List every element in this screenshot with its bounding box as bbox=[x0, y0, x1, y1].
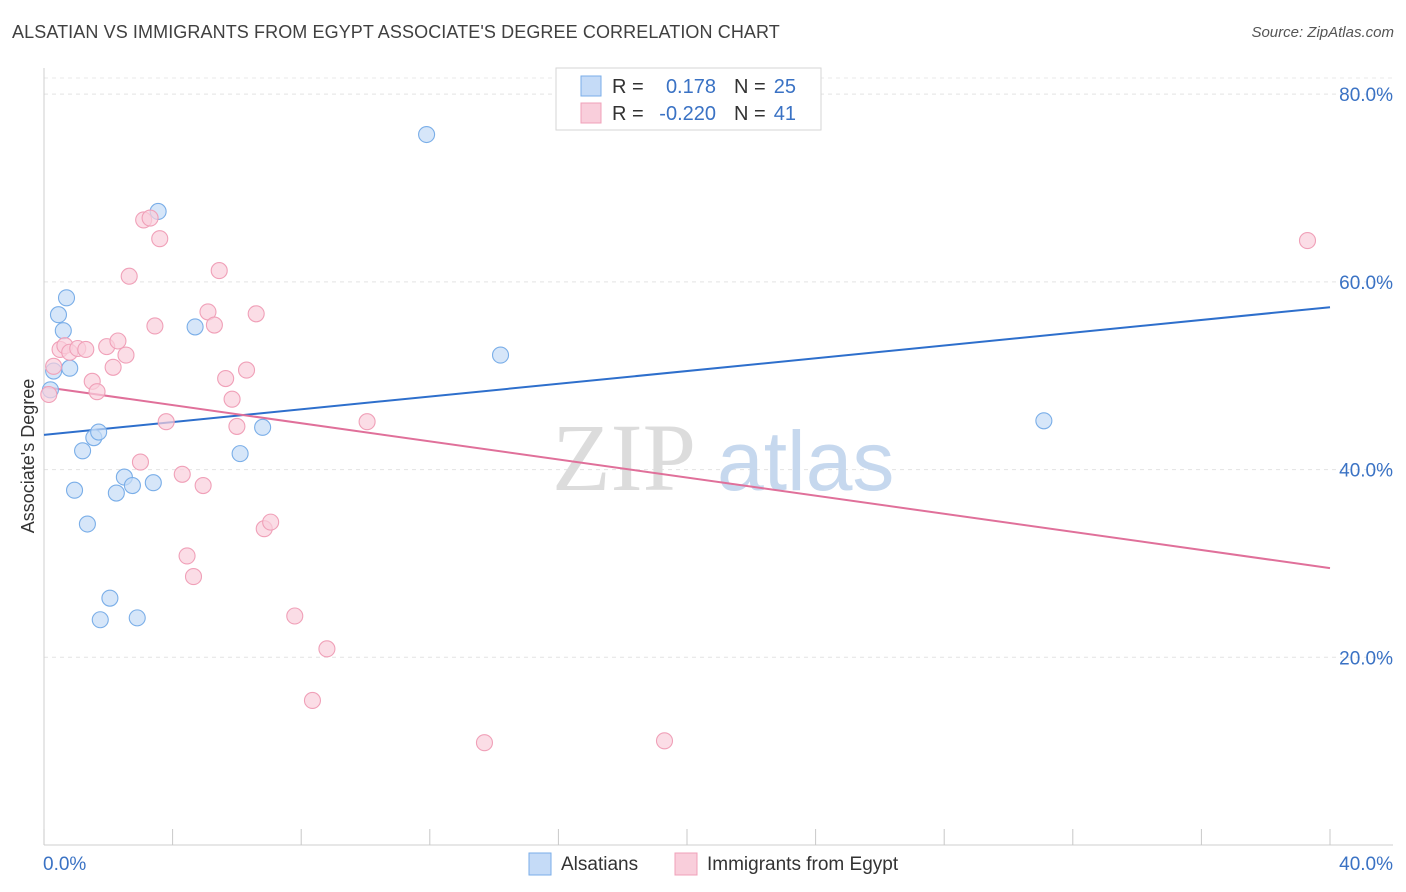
chart-title: ALSATIAN VS IMMIGRANTS FROM EGYPT ASSOCI… bbox=[12, 22, 780, 42]
point-alsatians-11 bbox=[91, 611, 109, 629]
point-egypt-28 bbox=[223, 390, 241, 408]
point-alsatians-19 bbox=[186, 318, 204, 336]
y-axis-tick-labels: 20.0% 40.0% 60.0% 80.0% bbox=[1339, 85, 1393, 669]
bottom-legend-label-alsatians: Alsatians bbox=[561, 854, 638, 875]
point-egypt-12 bbox=[117, 346, 135, 364]
point-egypt-31 bbox=[247, 305, 265, 323]
point-egypt-18 bbox=[151, 230, 169, 248]
legend-n-label-1: N = bbox=[734, 76, 766, 98]
bottom-legend: Alsatians Immigrants from Egypt bbox=[528, 852, 899, 876]
point-egypt-16 bbox=[141, 209, 159, 227]
data-points bbox=[40, 125, 1317, 752]
point-egypt-27 bbox=[217, 369, 235, 388]
point-alsatians-2 bbox=[49, 306, 68, 324]
point-egypt-20 bbox=[173, 465, 191, 483]
point-egypt-17 bbox=[146, 317, 164, 335]
point-egypt-30 bbox=[237, 361, 256, 379]
legend-n-value-2: 41 bbox=[774, 103, 796, 125]
point-egypt-36 bbox=[303, 691, 322, 710]
y-axis-label: Associate's Degree bbox=[18, 379, 38, 534]
legend-r-value-1: 0.178 bbox=[666, 76, 716, 98]
point-egypt-8 bbox=[88, 383, 106, 401]
point-egypt-21 bbox=[178, 547, 196, 565]
point-alsatians-24 bbox=[1035, 412, 1053, 430]
bottom-legend-swatch-alsatians bbox=[528, 852, 552, 876]
y-tick-label-40: 40.0% bbox=[1339, 461, 1393, 482]
point-egypt-6 bbox=[77, 340, 95, 358]
y-tick-label-20: 20.0% bbox=[1339, 648, 1393, 669]
point-alsatians-8 bbox=[78, 515, 96, 533]
point-egypt-14 bbox=[131, 453, 149, 471]
point-egypt-37 bbox=[358, 413, 376, 431]
watermark-zip: ZIP bbox=[552, 404, 696, 511]
point-alsatians-10 bbox=[90, 423, 108, 441]
watermark-atlas: atlas bbox=[717, 414, 894, 508]
point-alsatians-3 bbox=[54, 322, 72, 340]
point-egypt-29 bbox=[228, 417, 246, 435]
point-egypt-25 bbox=[205, 316, 223, 334]
bottom-legend-label-egypt: Immigrants from Egypt bbox=[707, 854, 899, 875]
point-alsatians-20 bbox=[231, 445, 249, 463]
x-tick-label-min: 0.0% bbox=[43, 854, 86, 875]
point-alsatians-4 bbox=[57, 289, 76, 307]
legend-r-value-2: -0.220 bbox=[659, 103, 716, 125]
point-egypt-23 bbox=[194, 476, 212, 495]
point-alsatians-21 bbox=[254, 418, 272, 436]
legend-n-value-1: 25 bbox=[774, 76, 796, 98]
legend-box: R = 0.178 N = 25 R = -0.220 N = 41 bbox=[555, 67, 822, 131]
point-alsatians-23 bbox=[491, 346, 510, 364]
trend-line-alsatians bbox=[43, 306, 1331, 436]
point-alsatians-17 bbox=[144, 474, 162, 492]
point-egypt-40 bbox=[1298, 232, 1317, 250]
point-egypt-39 bbox=[655, 732, 674, 750]
legend-swatch-egypt bbox=[580, 102, 602, 124]
point-egypt-1 bbox=[45, 357, 63, 375]
point-egypt-26 bbox=[210, 262, 228, 280]
point-egypt-33 bbox=[262, 513, 280, 531]
y-tick-label-80: 80.0% bbox=[1339, 85, 1393, 106]
trend-lines bbox=[43, 306, 1331, 570]
point-egypt-10 bbox=[104, 358, 122, 376]
source-label: Source: ZipAtlas.com bbox=[1251, 24, 1394, 41]
point-egypt-0 bbox=[40, 385, 58, 404]
bottom-legend-swatch-egypt bbox=[674, 852, 698, 876]
point-egypt-13 bbox=[120, 267, 138, 285]
legend-r-label-1: R = bbox=[612, 76, 644, 98]
y-tick-label-60: 60.0% bbox=[1339, 273, 1393, 294]
point-egypt-11 bbox=[109, 332, 127, 350]
point-egypt-35 bbox=[318, 640, 336, 658]
x-tick-label-max: 40.0% bbox=[1339, 854, 1393, 875]
point-egypt-34 bbox=[286, 607, 304, 625]
point-alsatians-15 bbox=[123, 476, 141, 495]
watermark: ZIP atlas bbox=[552, 404, 894, 511]
legend-n-label-2: N = bbox=[734, 103, 766, 125]
trend-line-egypt bbox=[43, 385, 1331, 570]
point-alsatians-16 bbox=[128, 609, 146, 627]
point-egypt-38 bbox=[475, 734, 494, 752]
point-egypt-19 bbox=[157, 413, 175, 431]
point-alsatians-22 bbox=[418, 125, 436, 144]
point-alsatians-12 bbox=[101, 589, 119, 607]
point-alsatians-6 bbox=[65, 481, 84, 499]
point-alsatians-7 bbox=[74, 442, 92, 460]
legend-swatch-alsatians bbox=[580, 75, 602, 97]
x-axis-ticks bbox=[43, 829, 1331, 845]
legend-r-label-2: R = bbox=[612, 103, 644, 125]
point-alsatians-13 bbox=[107, 484, 125, 502]
point-alsatians-5 bbox=[61, 359, 79, 377]
point-egypt-22 bbox=[184, 568, 203, 586]
